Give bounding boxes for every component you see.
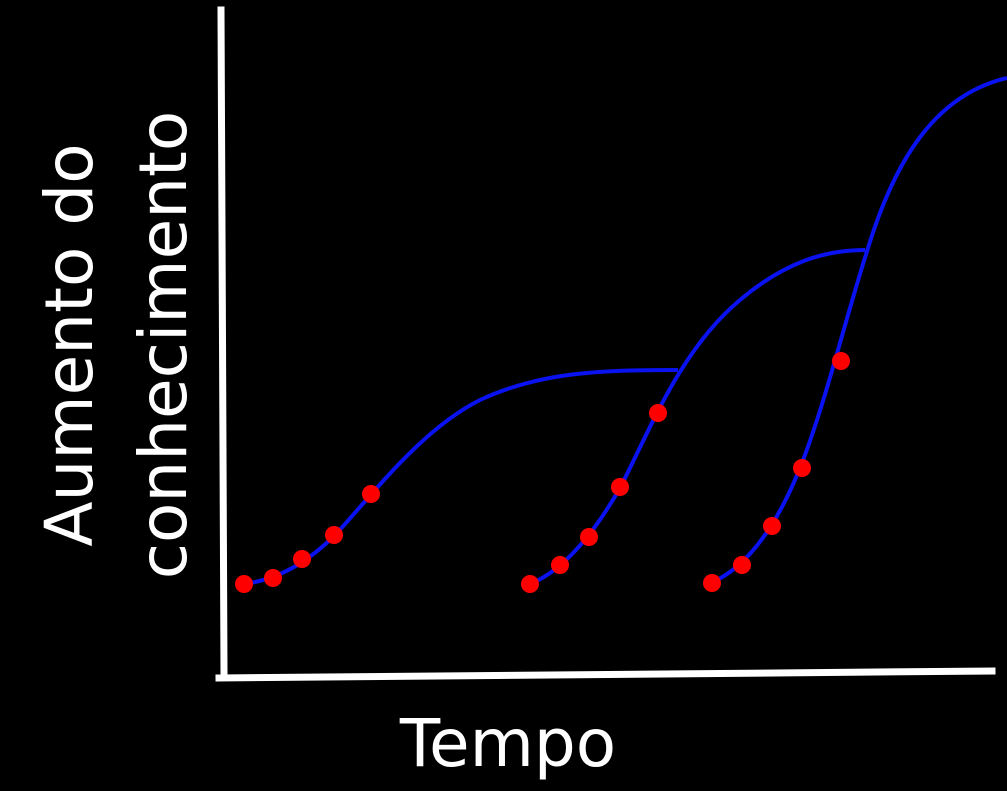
curve-1-point	[293, 550, 311, 568]
curve-2-point	[580, 528, 598, 546]
curve-3-point	[733, 556, 751, 574]
curve-1-point	[264, 569, 282, 587]
curve-1-points	[235, 485, 380, 593]
learning-curve-2	[529, 248, 866, 586]
x-axis-label: Tempo	[399, 705, 616, 782]
curve-2-point	[611, 478, 629, 496]
curve-2-point	[551, 556, 569, 574]
curve-1-point	[235, 575, 253, 593]
y-axis-label-line-1: Aumento do	[31, 143, 108, 546]
curve-3-point	[763, 517, 781, 535]
y-axis-label-line-2: conhecimento	[125, 111, 202, 580]
curve-1-point	[325, 526, 343, 544]
curve-1-point	[362, 485, 380, 503]
curve-2-point	[649, 404, 667, 422]
curve-3-point	[703, 574, 721, 592]
curve-2-point	[521, 575, 539, 593]
curve-3-points	[703, 352, 850, 592]
learning-curve-1	[242, 368, 679, 586]
y-axis-label: Aumento do conhecimento	[31, 111, 202, 580]
curve-3-point	[793, 459, 811, 477]
y-axis	[217, 6, 228, 676]
x-axis	[215, 667, 996, 682]
learning-curve-3	[710, 76, 1007, 585]
curve-2-points	[521, 404, 667, 593]
curve-3-point	[832, 352, 850, 370]
